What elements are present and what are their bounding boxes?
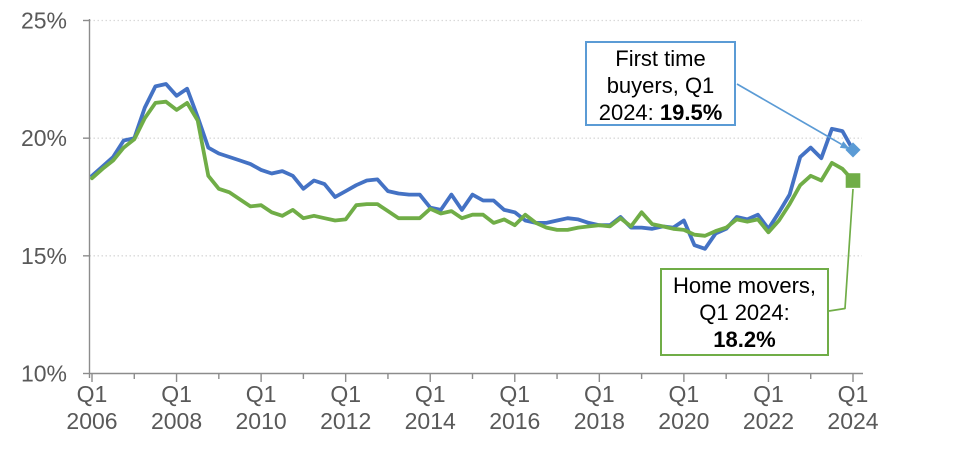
callout-ftb-line3-prefix: 2024: <box>598 100 660 125</box>
x-axis-tick-label: Q1 2006 <box>66 381 117 434</box>
callout-hm-value: 18.2% <box>713 327 776 352</box>
y-axis-tick-label: 20% <box>21 125 67 151</box>
x-axis-tick-label: Q1 2022 <box>743 381 794 434</box>
ftb-leader-arrowhead <box>839 141 850 150</box>
hm-leader-line <box>828 188 854 312</box>
callout-hm-line3: 18.2% <box>662 326 827 353</box>
callout-ftb-value: 19.5% <box>659 100 723 125</box>
x-axis-tick-label: Q1 2020 <box>658 381 709 434</box>
ftb-leader-line <box>736 83 842 146</box>
callout-home-movers: Home movers, Q1 2024: 18.2% <box>660 268 829 356</box>
series-line-home-movers <box>90 99 855 238</box>
first-time-buyers-end-marker-diamond <box>845 142 861 158</box>
callout-hm-line1: Home movers, <box>672 273 817 298</box>
x-axis-tick-label: Q1 2018 <box>574 381 625 434</box>
y-axis-tick-label: 15% <box>21 243 67 269</box>
callout-ftb-line1: First time <box>615 46 706 71</box>
x-axis-tick-label: Q1 2010 <box>236 381 287 434</box>
y-axis-tick-label: 25% <box>21 8 67 34</box>
x-axis-tick-label: Q1 2016 <box>489 381 540 434</box>
x-axis-tick-label: Q1 2014 <box>405 381 456 434</box>
callout-ftb-line3: 2024: 19.5% <box>587 99 734 126</box>
callout-first-time-buyers: First time buyers, Q1 2024: 19.5% <box>585 41 736 126</box>
y-axis-tick-label: 10% <box>21 361 67 387</box>
x-axis-tick-label: Q1 2012 <box>320 381 371 434</box>
x-axis-tick-label: Q1 2024 <box>827 381 878 434</box>
callout-ftb-line2: buyers, Q1 <box>606 73 715 98</box>
x-axis-tick-label: Q1 2008 <box>151 381 202 434</box>
callout-hm-line2: Q1 2024: <box>699 300 790 325</box>
home-movers-end-marker-square <box>845 173 861 188</box>
